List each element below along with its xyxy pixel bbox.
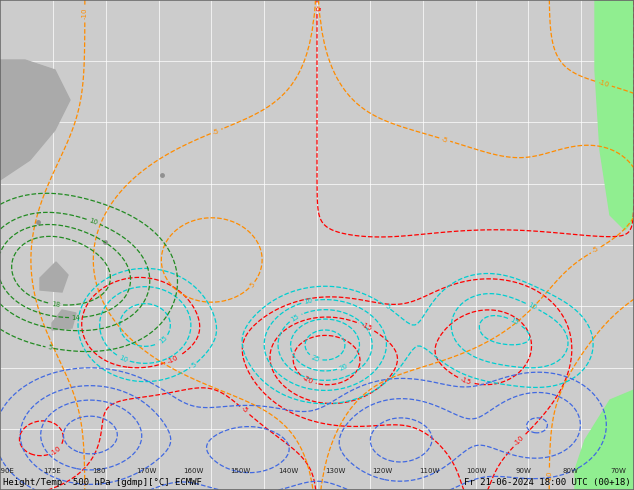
Text: -10: -10 [82,8,88,20]
Polygon shape [52,310,76,330]
Text: 10: 10 [303,297,313,305]
Text: -10: -10 [167,354,179,365]
Text: -5: -5 [212,127,221,135]
Text: Fr 21-06-2024 18:00 UTC (00+18): Fr 21-06-2024 18:00 UTC (00+18) [464,478,631,487]
Text: 100W: 100W [467,468,487,474]
Text: 14: 14 [72,315,81,320]
Text: -15: -15 [460,376,472,386]
Polygon shape [40,262,68,292]
Text: -5: -5 [441,136,449,144]
Polygon shape [0,60,70,180]
Text: -10: -10 [49,445,62,457]
Text: 10: 10 [118,354,129,363]
Text: 15: 15 [158,335,168,345]
Text: 70W: 70W [610,468,626,474]
Text: 15: 15 [509,317,520,326]
Text: 10: 10 [527,302,538,311]
Text: 80W: 80W [563,468,579,474]
Text: 150W: 150W [231,468,251,474]
Text: 190E: 190E [0,468,14,474]
Text: -10: -10 [514,434,526,447]
Text: 5: 5 [190,361,197,369]
Text: -5: -5 [240,406,249,415]
Text: 90W: 90W [515,468,532,474]
Text: -20: -20 [302,375,314,386]
Text: 130W: 130W [325,468,346,474]
Text: 160W: 160W [183,468,204,474]
Polygon shape [595,0,634,230]
Text: -5: -5 [592,245,600,254]
Text: 180: 180 [93,468,106,474]
Polygon shape [575,390,634,490]
Text: 170W: 170W [136,468,157,474]
Text: Height/Temp. 500 hPa [gdmp][°C] ECMWF: Height/Temp. 500 hPa [gdmp][°C] ECMWF [3,478,202,487]
Text: 20: 20 [339,362,349,371]
Text: -5: -5 [314,5,320,12]
Text: -15: -15 [360,321,373,332]
Text: -10: -10 [547,470,552,482]
Text: 25: 25 [311,354,321,363]
Text: 18: 18 [51,301,61,308]
Text: 5: 5 [384,303,391,311]
Text: 120W: 120W [372,468,392,474]
Text: 175E: 175E [43,468,61,474]
Text: 15: 15 [290,313,301,322]
Text: 5: 5 [249,281,256,289]
Text: 140W: 140W [278,468,298,474]
Text: 10: 10 [88,218,98,226]
Text: -10: -10 [597,79,610,88]
Text: 110W: 110W [419,468,439,474]
Text: 5: 5 [47,344,52,351]
